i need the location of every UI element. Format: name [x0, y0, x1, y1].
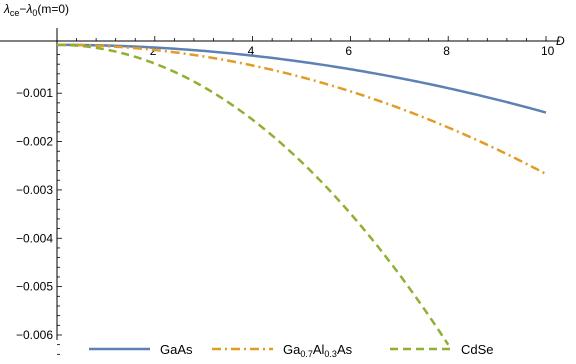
y-title-sub-0: 0 — [32, 8, 37, 18]
series-group — [56, 43, 547, 346]
series-line-2 — [56, 43, 450, 346]
legend-label-cdse: CdSe — [461, 342, 494, 357]
axes-group: 2 4 6 8 10−0.001−0.002−0.003−0.004−0.005−0.0… — [0, 28, 560, 355]
y-title-sub-ce: ce — [10, 8, 20, 18]
y-tick-label: −0.005 — [16, 280, 53, 294]
series-line-1 — [57, 43, 547, 176]
x-tick-label: 8 — [443, 44, 450, 58]
y-tick-label: −0.001 — [16, 86, 53, 100]
y-axis-title: λce−λ0(m=0) — [3, 2, 69, 18]
y-tick-label: −0.006 — [16, 328, 53, 342]
y-tick-label: −0.004 — [16, 231, 53, 245]
legend: GaAs Ga0.7Al0.3As CdSe — [89, 342, 494, 359]
legend-gaalas-sub2: 0.3 — [324, 349, 337, 359]
y-tick-label: −0.003 — [16, 183, 53, 197]
x-tick-label: 4 — [248, 44, 255, 58]
legend-gaalas-as: As — [337, 342, 353, 357]
series-line-0 — [57, 43, 547, 114]
y-title-lambda-b: λ — [25, 2, 32, 16]
legend-gaalas-sub1: 0.7 — [300, 349, 313, 359]
legend-gaalas-al: Al — [313, 342, 325, 357]
legend-gaalas-ga: Ga — [283, 342, 301, 357]
x-axis-title: D — [556, 34, 565, 48]
y-title-dash: − — [19, 2, 26, 16]
legend-label-gaalas: Ga0.7Al0.3As — [283, 342, 353, 359]
x-tick-label: 10 — [541, 44, 555, 58]
x-tick-label: 6 — [345, 44, 352, 58]
y-title-lambda-a: λ — [3, 2, 10, 16]
y-title-tail: (m=0) — [37, 2, 69, 16]
legend-label-gaas: GaAs — [160, 342, 193, 357]
y-tick-label: −0.002 — [16, 135, 53, 149]
